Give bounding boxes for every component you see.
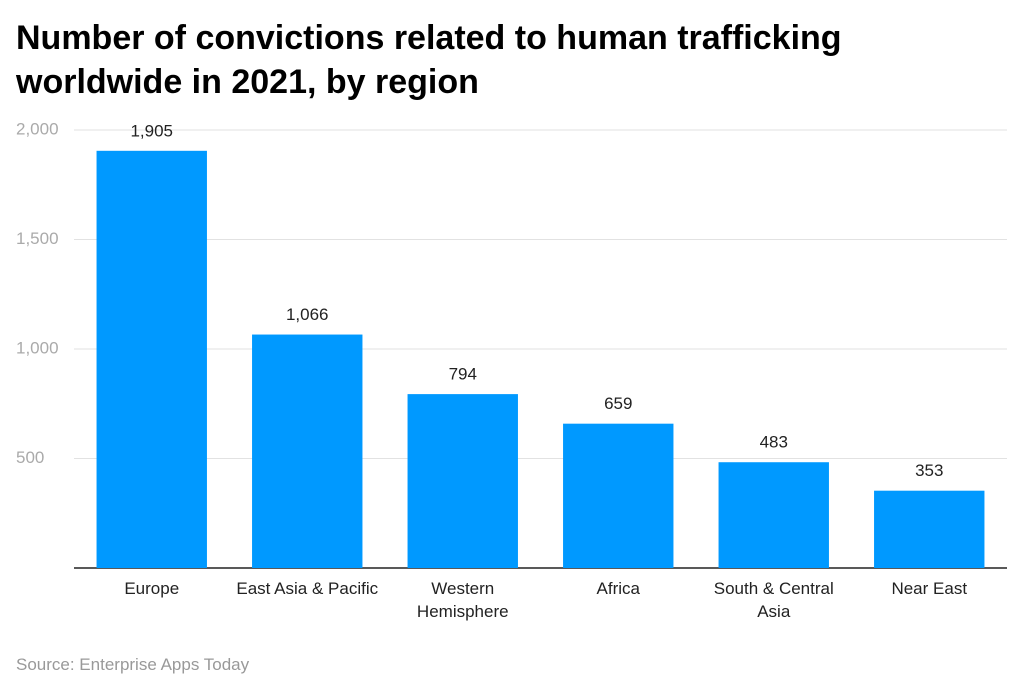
bar bbox=[718, 462, 829, 568]
x-tick-label: Western Hemisphere bbox=[416, 579, 509, 621]
y-tick-label: 1,000 bbox=[16, 338, 59, 357]
bar bbox=[874, 490, 985, 568]
x-tick-label: Near East bbox=[891, 579, 968, 598]
value-label: 483 bbox=[760, 433, 788, 452]
x-tick-label: Africa bbox=[596, 579, 640, 598]
source: Source: Enterprise Apps Today bbox=[16, 655, 250, 674]
value-label: 1,066 bbox=[286, 305, 329, 324]
bar bbox=[252, 334, 363, 568]
value-label: 353 bbox=[915, 461, 943, 480]
x-tick-label: Europe bbox=[124, 579, 180, 598]
x-tick-label: South & Central Asia bbox=[713, 579, 834, 621]
bar bbox=[563, 423, 674, 568]
x-tick-label: East Asia & Pacific bbox=[236, 579, 379, 598]
bar bbox=[96, 150, 207, 568]
value-label: 794 bbox=[449, 365, 477, 384]
value-label: 659 bbox=[604, 394, 632, 413]
value-label: 1,905 bbox=[130, 121, 173, 140]
y-tick-label: 1,500 bbox=[16, 229, 59, 248]
bar bbox=[407, 394, 518, 568]
y-tick-label: 500 bbox=[16, 448, 44, 467]
chart-title: Number of convictions related to human t… bbox=[16, 19, 842, 101]
y-tick-label: 2,000 bbox=[16, 119, 59, 138]
